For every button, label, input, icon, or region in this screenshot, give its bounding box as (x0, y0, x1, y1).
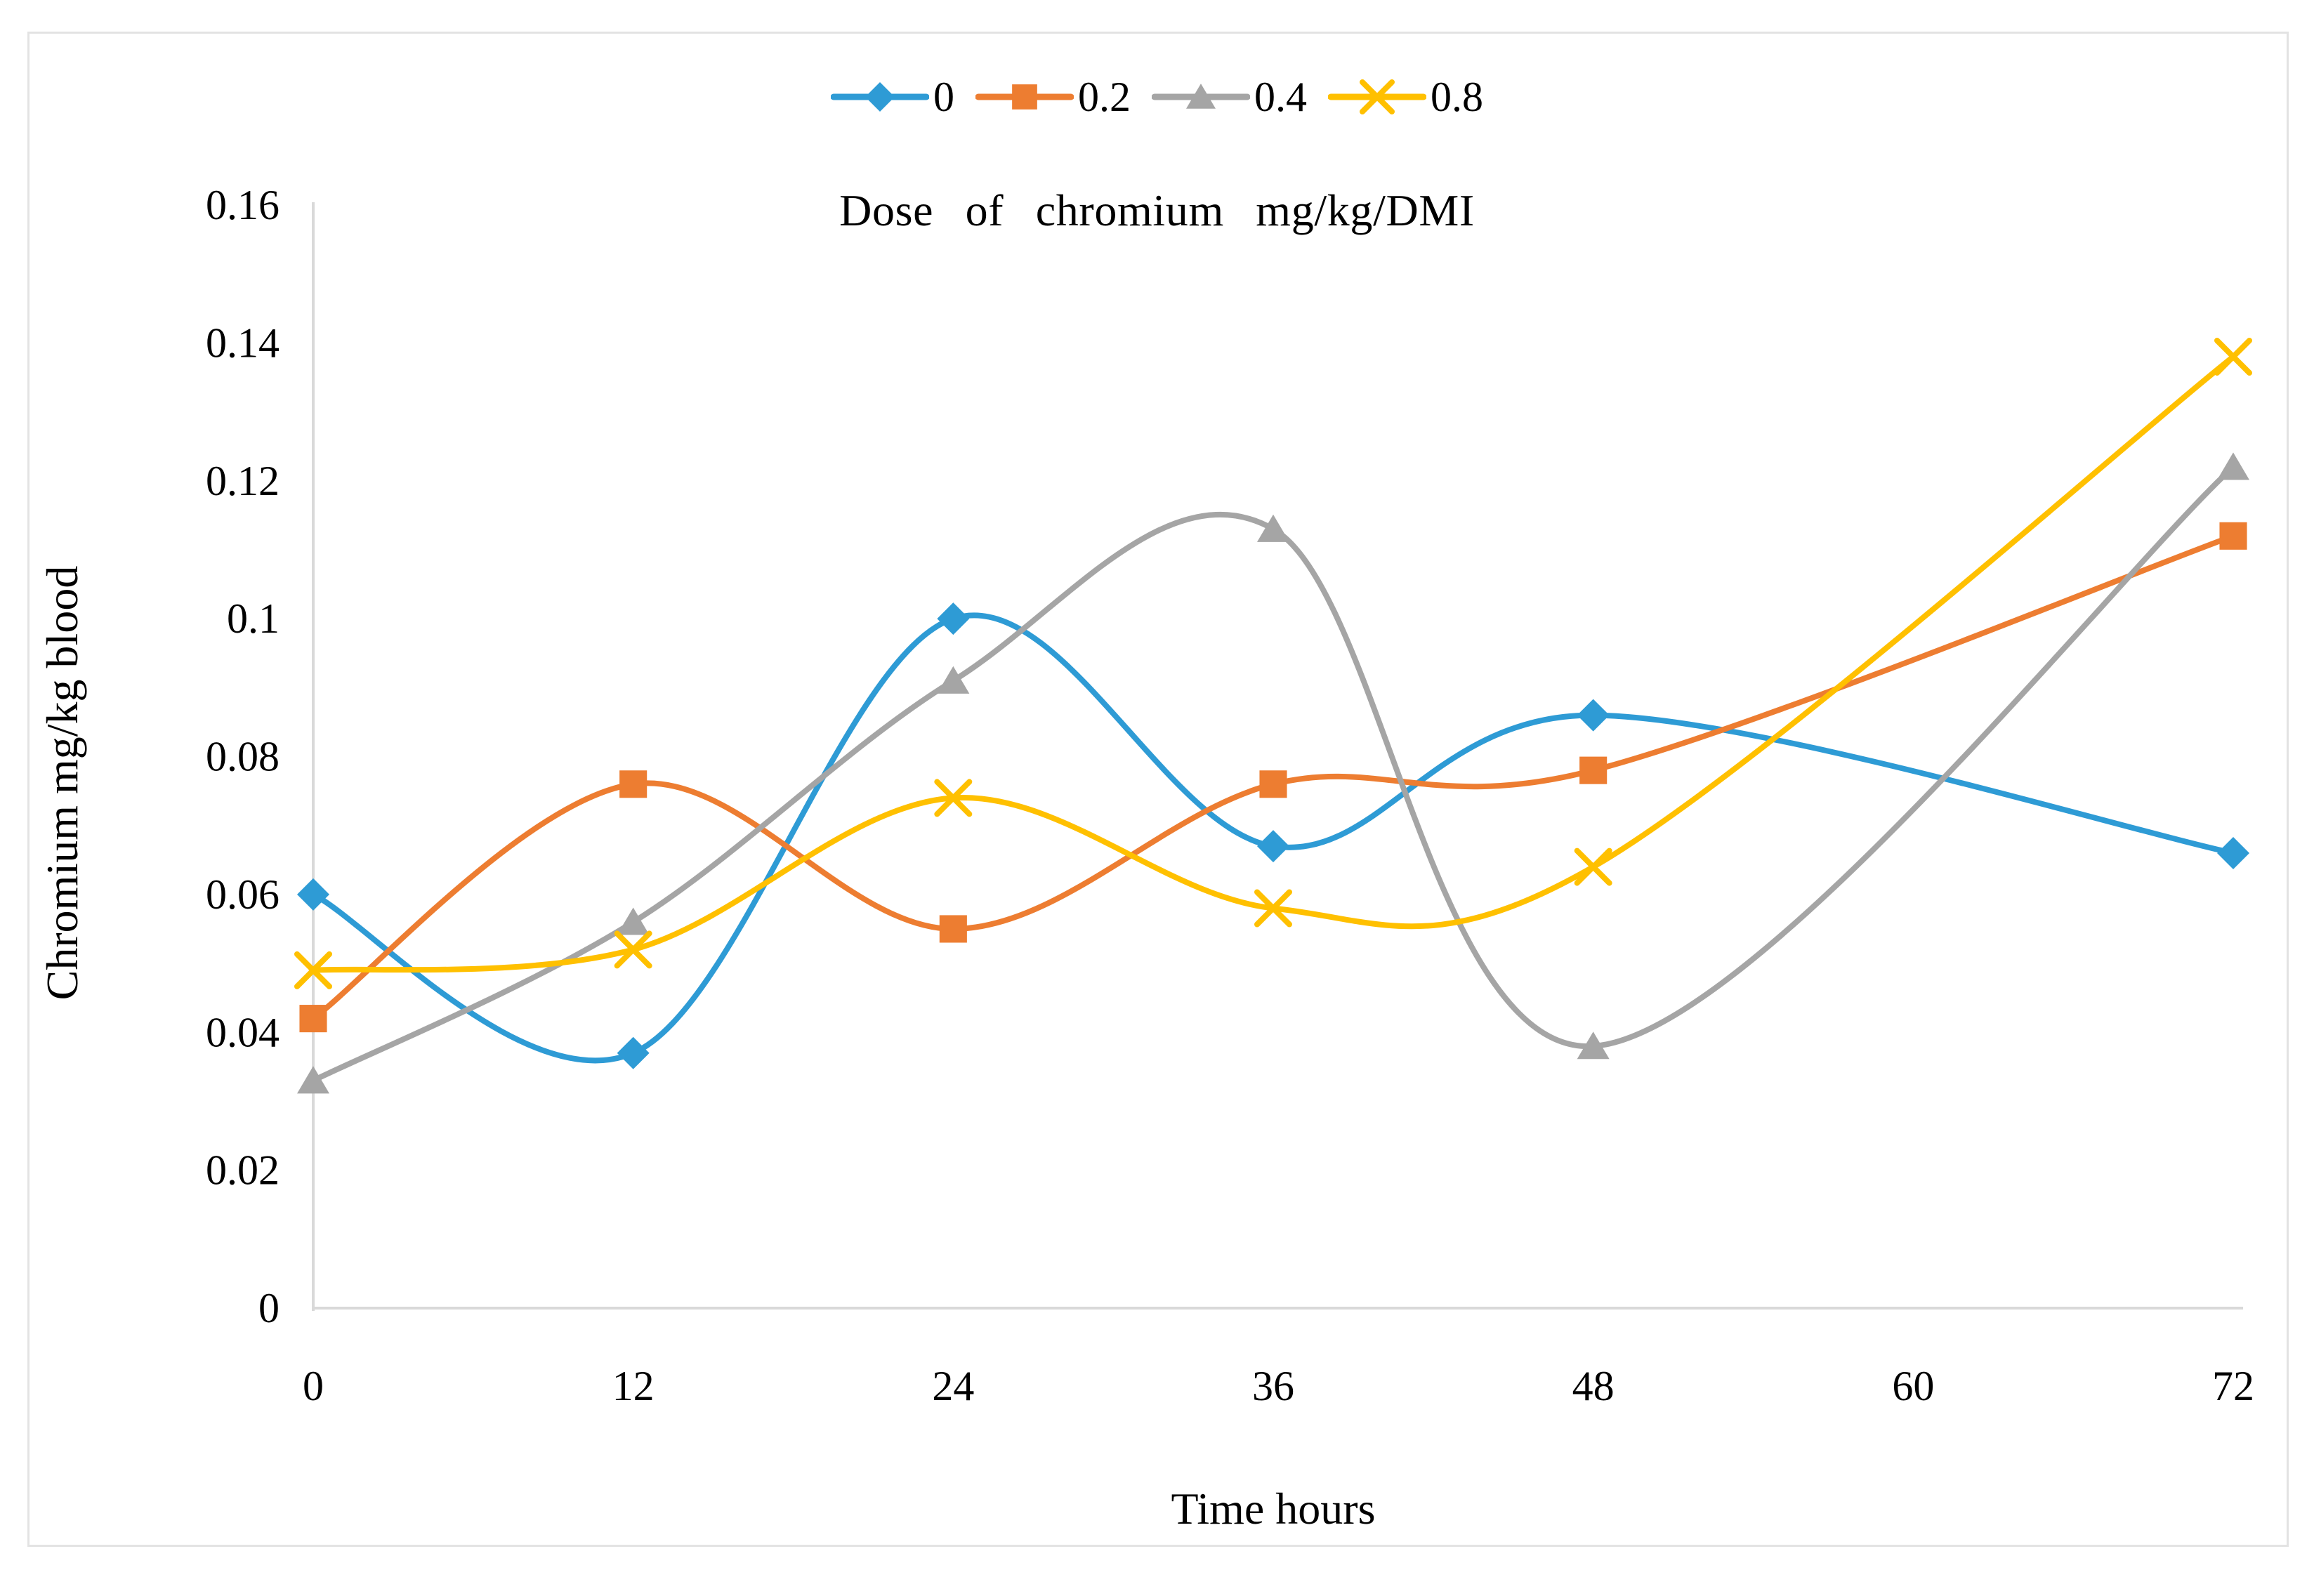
series-line-0.2 (310, 533, 2236, 1022)
series-0 (297, 602, 2249, 1069)
triangle-marker (2217, 452, 2249, 480)
x-axis-title: Time hours (1171, 1484, 1376, 1534)
series-0.2 (299, 522, 2247, 1033)
series-line-0 (310, 612, 2236, 1064)
y-tick-label: 0.16 (206, 182, 280, 228)
x-tick-label: 48 (1572, 1363, 1615, 1409)
diamond-marker (2217, 836, 2249, 869)
series-0.8 (294, 338, 2252, 989)
diamond-marker (865, 82, 895, 112)
x-tick-label: 60 (1892, 1363, 1934, 1409)
legend-key-square-icon (975, 84, 1074, 110)
series-line-0.8 (310, 354, 2236, 973)
y-tick-label: 0.04 (206, 1009, 280, 1055)
y-tick-label: 0.1 (227, 595, 280, 642)
x-tick-label: 24 (932, 1363, 974, 1409)
y-tick-label: 0.06 (206, 871, 280, 918)
diamond-marker (1577, 699, 1610, 732)
square-marker (1012, 84, 1037, 110)
x-tick-label: 0 (303, 1363, 324, 1409)
x-marker (614, 930, 652, 969)
square-marker (939, 915, 967, 943)
chart-title: Dose of chromium mg/kg/DMI (839, 185, 1475, 235)
x-tick-label: 36 (1252, 1363, 1294, 1409)
square-marker (1259, 770, 1287, 798)
triangle-marker (1577, 1031, 1610, 1060)
y-tick-label: 0.02 (206, 1147, 280, 1194)
x-marker (934, 779, 973, 817)
legend-item-0.4: 0.4 (1152, 74, 1307, 119)
x-marker (294, 951, 332, 989)
triangle-marker (937, 666, 970, 694)
y-axis-title: Chromium mg/kg blood (37, 565, 87, 1001)
diamond-marker (297, 878, 329, 911)
square-marker (1579, 756, 1608, 784)
legend-key-diamond-icon (831, 82, 929, 112)
square-marker (619, 770, 647, 798)
chart-legend: 0 0.2 0.4 0.8 (0, 74, 2314, 119)
legend-key-triangle-icon (1152, 84, 1250, 109)
legend-label: 0.2 (1078, 74, 1131, 120)
legend-label: 0 (933, 74, 954, 120)
x-tick-label: 72 (2212, 1363, 2254, 1409)
triangle-marker (1186, 84, 1216, 109)
square-marker (299, 1005, 327, 1033)
y-tick-label: 0.12 (206, 458, 280, 504)
legend-label: 0.4 (1254, 74, 1307, 120)
series-0.4 (297, 452, 2249, 1094)
x-tick-label: 12 (612, 1363, 655, 1409)
x-marker (2214, 338, 2252, 376)
y-tick-label: 0 (258, 1285, 280, 1331)
triangle-marker (617, 907, 650, 935)
triangle-marker (297, 1066, 329, 1094)
x-marker (1360, 79, 1395, 114)
legend-item-0.2: 0.2 (975, 74, 1131, 119)
diamond-marker (937, 602, 970, 635)
x-marker (1254, 889, 1292, 928)
y-tick-label: 0.14 (206, 319, 280, 366)
square-marker (2219, 522, 2247, 550)
y-tick-label: 0.08 (206, 734, 280, 780)
triangle-marker (1257, 514, 1289, 542)
legend-item-0: 0 (831, 74, 954, 119)
diamond-marker (617, 1036, 650, 1069)
x-marker (1574, 848, 1612, 886)
legend-key-x-icon (1328, 79, 1426, 114)
diamond-marker (1257, 830, 1289, 863)
legend-label: 0.8 (1431, 74, 1483, 120)
legend-item-0.8: 0.8 (1328, 74, 1483, 119)
